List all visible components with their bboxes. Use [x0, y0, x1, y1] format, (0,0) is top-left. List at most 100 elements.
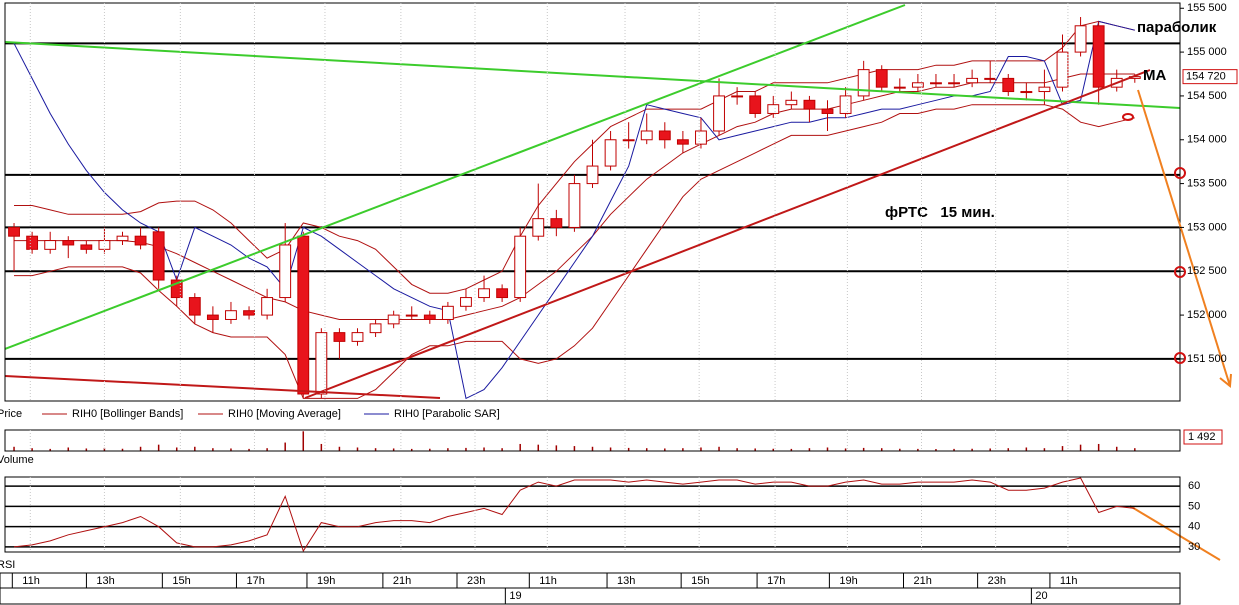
date-label: 20 [1035, 590, 1047, 602]
candle-body [369, 323, 382, 334]
candle-body [550, 218, 563, 228]
legend-entry: Volume [0, 454, 34, 466]
candle-body [8, 226, 20, 237]
candle-body [62, 240, 75, 246]
candle-body [170, 279, 183, 299]
candle-body [731, 95, 744, 98]
y-tick-label: 153 500 [1187, 177, 1227, 189]
marker [1122, 113, 1134, 121]
annotation: MA [1143, 67, 1166, 84]
candle-body [785, 99, 798, 106]
candle-body [658, 130, 671, 141]
candle-body [206, 314, 219, 320]
x-tick-label: 13h [96, 575, 114, 587]
candle-body [478, 288, 490, 299]
candle-body [80, 244, 93, 250]
candle-body [604, 139, 617, 167]
y-tick-label: 155 500 [1187, 2, 1227, 14]
x-tick-label: 11h [22, 575, 40, 587]
sar-line [13, 20, 1135, 400]
y-tick-label: 40 [1188, 521, 1200, 533]
x-tick-label: 21h [914, 575, 932, 587]
date-label: 19 [509, 590, 521, 602]
candle-body [279, 244, 292, 299]
candle-body [225, 310, 237, 320]
candle-body [44, 240, 57, 250]
annotation: фРТС 15 мин. [885, 204, 995, 221]
candle-body [423, 314, 436, 320]
arrow [1129, 505, 1221, 561]
price-axis: 151 500 152 000 152 500 153 000 153 500 154 0… [1180, 2, 1238, 365]
arrow-head [1219, 373, 1232, 388]
x-tick-label: 21h [393, 575, 411, 587]
legend-entry: RIH0 [Parabolic SAR] [394, 408, 500, 420]
y-tick-label: 1 492 [1188, 431, 1216, 443]
legend-entry: RIH0 [Bollinger Bands] [72, 408, 183, 420]
candle-body [188, 297, 201, 316]
markers [1122, 113, 1186, 364]
trend-line [304, 69, 1151, 399]
y-tick-label: 153 000 [1187, 221, 1227, 233]
arrow [1137, 89, 1231, 387]
marker [1174, 266, 1186, 278]
candle-body [821, 108, 834, 114]
candle-body [640, 130, 653, 141]
candle-body [1038, 86, 1051, 93]
candle-body [460, 297, 472, 307]
candle-body [387, 314, 400, 325]
candle-body [116, 235, 129, 242]
y-tick-label: 154 500 [1187, 90, 1227, 102]
candle-body [713, 95, 725, 132]
y-tick-label: 154 000 [1187, 134, 1227, 146]
candle-body [984, 77, 997, 80]
candle-body [893, 86, 906, 89]
candle-body [1056, 51, 1069, 88]
y-tick-label: 152 000 [1187, 309, 1227, 321]
volume-panel: 1 492 [13, 429, 1223, 451]
candle-body [803, 99, 816, 110]
rsi-panel: 30 40 50 60 [5, 477, 1200, 553]
candle-body [514, 235, 527, 299]
candle-body [568, 183, 581, 228]
y-tick-label: 50 [1188, 500, 1200, 512]
candle-body [622, 139, 635, 142]
candle-body [333, 332, 346, 342]
drawn-lines [5, 4, 1180, 399]
last-price-box [1182, 69, 1238, 85]
candle-body [297, 235, 310, 395]
candle-body [405, 314, 418, 317]
volume-frame [4, 429, 1181, 452]
candle-body [532, 218, 545, 237]
band-line [14, 104, 1135, 399]
legend-entry: Price [0, 408, 22, 420]
band-line [14, 20, 1135, 294]
y-tick-label: 155 000 [1187, 46, 1227, 58]
trend-line [5, 4, 906, 350]
x-tick-label: 15h [691, 575, 709, 587]
candle-body [586, 165, 599, 185]
legend-entry: RIH0 [Moving Average] [228, 408, 341, 420]
x-tick-label: 17h [767, 575, 785, 587]
trend-line [5, 375, 441, 399]
candle-body [966, 77, 979, 84]
x-tick-label: 13h [617, 575, 635, 587]
candle-body [1020, 91, 1033, 94]
date-frame [0, 587, 1181, 605]
x-tick-label: 17h [246, 575, 264, 587]
x-tick-label: 23h [467, 575, 485, 587]
candle-body [351, 332, 364, 342]
candle-body [1002, 77, 1015, 93]
y-tick-label: 152 500 [1187, 265, 1227, 277]
candle-body [441, 305, 454, 320]
volume-box [1183, 429, 1223, 445]
legend: Price RIH0 [Bollinger Bands] RIH0 [Moving … [0, 408, 500, 420]
price-frame [4, 2, 1181, 402]
legend-entry: RSI [0, 559, 15, 571]
y-tick-label: 30 [1188, 541, 1200, 553]
candle-body [134, 235, 147, 246]
candle-body [839, 95, 852, 114]
last-price-label: 154 720 [1186, 71, 1226, 83]
marker [1174, 352, 1186, 364]
candle-body [948, 82, 960, 85]
